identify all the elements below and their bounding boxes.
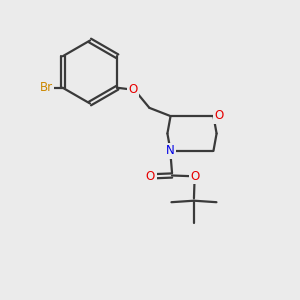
Text: Br: Br <box>40 81 53 94</box>
Text: O: O <box>146 169 155 183</box>
Text: N: N <box>166 144 174 158</box>
Text: O: O <box>191 169 200 183</box>
Text: O: O <box>214 109 224 122</box>
Text: O: O <box>128 83 137 96</box>
